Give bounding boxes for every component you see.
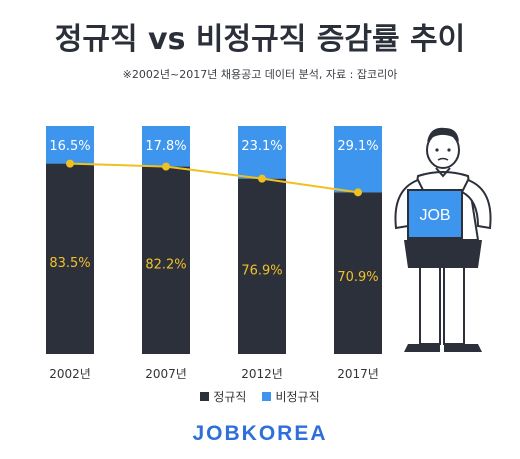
x-tick-2002년: 2002년 bbox=[49, 367, 91, 381]
legend-label-nonregular: 비정규직 bbox=[275, 390, 320, 404]
label-nonregular-2002년: 16.5% bbox=[49, 139, 90, 154]
label-regular-2017년: 70.9% bbox=[337, 270, 378, 285]
label-regular-2012년: 76.9% bbox=[241, 263, 282, 278]
legend-label-regular: 정규직 bbox=[213, 390, 247, 404]
bar-regular-2012년 bbox=[238, 178, 286, 354]
jobkorea-logo: JOBKOREA bbox=[192, 422, 328, 445]
trend-point-2012년 bbox=[258, 174, 266, 183]
legend-swatch-regular bbox=[200, 392, 210, 401]
bar-nonregular-2002년 bbox=[46, 126, 94, 164]
legend-swatch-nonregular bbox=[262, 392, 272, 401]
x-tick-2017년: 2017년 bbox=[337, 367, 379, 381]
bar-regular-2017년 bbox=[334, 192, 382, 354]
x-tick-2007년: 2007년 bbox=[145, 367, 187, 381]
bar-nonregular-2012년 bbox=[238, 126, 286, 179]
chart-title: 정규직 vs 비정규직 증감률 추이 bbox=[54, 22, 466, 57]
job-sign: JOB bbox=[407, 189, 463, 239]
trend-line bbox=[69, 162, 359, 194]
businessman-illustration bbox=[394, 127, 492, 352]
label-regular-2002년: 83.5% bbox=[49, 256, 90, 271]
trend-point-2017년 bbox=[354, 188, 362, 197]
chart-legend: 정규직 비정규직 bbox=[0, 388, 520, 405]
bar-nonregular-2007년 bbox=[142, 126, 190, 167]
trend-point-2007년 bbox=[162, 162, 170, 171]
chart-subtitle: ※2002년~2017년 채용공고 데이터 분석, 자료 : 잡코리아 bbox=[122, 68, 398, 81]
label-regular-2007년: 82.2% bbox=[145, 257, 186, 272]
bar-nonregular-2017년 bbox=[334, 126, 382, 193]
legend-item-regular: 정규직 bbox=[200, 388, 246, 405]
label-nonregular-2007년: 17.8% bbox=[145, 139, 186, 154]
label-nonregular-2017년: 29.1% bbox=[337, 139, 378, 154]
bar-regular-2007년 bbox=[142, 166, 190, 354]
trend-point-2002년 bbox=[66, 159, 74, 168]
x-tick-2012년: 2012년 bbox=[241, 367, 283, 381]
job-sign-text: JOB bbox=[419, 207, 450, 224]
bars-group: 16.5% 83.5% 17.8% 82.2% 23.1% 76.9% 29.1% 70.9% bbox=[46, 126, 382, 354]
legend-item-nonregular: 비정규직 bbox=[262, 388, 320, 405]
label-nonregular-2012년: 23.1% bbox=[241, 139, 282, 154]
trend-line-group bbox=[66, 159, 362, 197]
x-axis-labels: 2002년 2007년 2012년 2017년 bbox=[49, 367, 379, 381]
bar-regular-2002년 bbox=[46, 163, 94, 354]
